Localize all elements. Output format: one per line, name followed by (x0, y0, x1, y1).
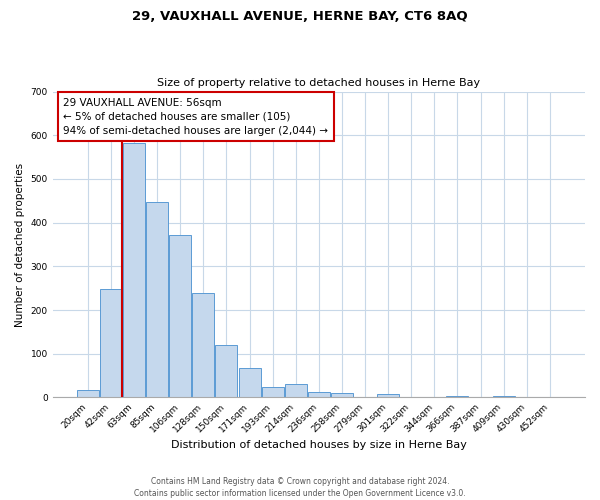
Bar (123, 142, 145, 398)
Bar (100, 289, 122, 398)
Bar (239, 368, 260, 398)
Y-axis label: Number of detached properties: Number of detached properties (15, 162, 25, 326)
Bar (262, 387, 284, 398)
Bar (215, 345, 238, 398)
Text: Contains HM Land Registry data © Crown copyright and database right 2024.
Contai: Contains HM Land Registry data © Crown c… (134, 476, 466, 498)
Bar (493, 396, 515, 398)
Bar (77, 390, 99, 398)
Bar (193, 294, 214, 398)
Bar (446, 396, 469, 398)
Text: 29 VAUXHALL AVENUE: 56sqm
← 5% of detached houses are smaller (105)
94% of semi-: 29 VAUXHALL AVENUE: 56sqm ← 5% of detach… (64, 98, 328, 136)
Bar (169, 235, 191, 398)
Title: Size of property relative to detached houses in Herne Bay: Size of property relative to detached ho… (157, 78, 481, 88)
Bar (285, 384, 307, 398)
Bar (331, 393, 353, 398)
Bar (308, 392, 330, 398)
X-axis label: Distribution of detached houses by size in Herne Bay: Distribution of detached houses by size … (171, 440, 467, 450)
Bar (377, 394, 399, 398)
Bar (539, 396, 561, 398)
Bar (146, 202, 168, 398)
Text: 29, VAUXHALL AVENUE, HERNE BAY, CT6 8AQ: 29, VAUXHALL AVENUE, HERNE BAY, CT6 8AQ (132, 10, 468, 23)
